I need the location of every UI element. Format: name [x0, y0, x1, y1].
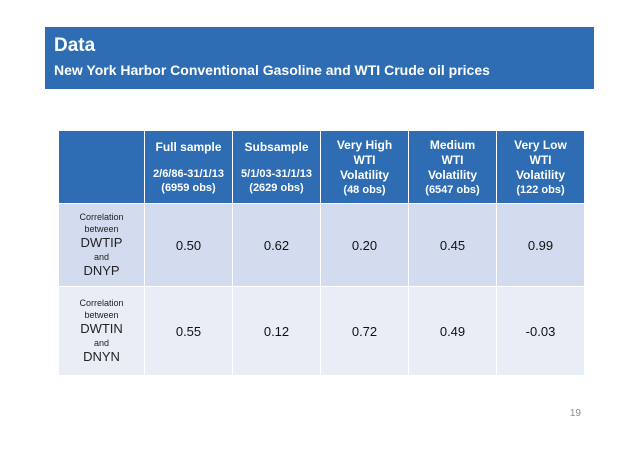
table-cell: 0.20 — [320, 203, 409, 287]
column-header-label: Very Low — [514, 137, 567, 152]
column-header-very-low-volatility: Very Low WTI Volatility (122 obs) — [496, 130, 585, 204]
row-label-variable: DNYN — [83, 349, 120, 364]
column-header-very-high-volatility: Very High WTI Volatility (48 obs) — [320, 130, 409, 204]
table-cell: 0.72 — [320, 286, 409, 376]
table-cell: 0.50 — [144, 203, 233, 287]
table-cell: 0.49 — [408, 286, 497, 376]
row-label-text: Correlation — [79, 212, 124, 222]
table-cell: -0.03 — [496, 286, 585, 376]
column-header-label: Volatility — [339, 167, 390, 182]
row-label-text: between — [84, 224, 119, 234]
column-header-label: Volatility — [515, 167, 566, 182]
row-label-text: Correlation — [79, 298, 124, 308]
column-header-label: Subsample — [244, 139, 309, 154]
column-header-label: WTI — [529, 152, 552, 167]
row-label-wtin-nyn: Correlation between DWTIN and DNYN — [58, 286, 145, 376]
table-cell: 0.99 — [496, 203, 585, 287]
table-cell: 0.55 — [144, 286, 233, 376]
column-header-period: 2/6/86-31/1/13 — [153, 167, 224, 180]
slide-subtitle: New York Harbor Conventional Gasoline an… — [54, 62, 490, 78]
column-header-subsample: Subsample 5/1/03-31/1/13 (2629 obs) — [232, 130, 321, 204]
page-number: 19 — [569, 408, 581, 419]
row-label-variable: DNYP — [83, 263, 120, 278]
column-header-obs: (6959 obs) — [161, 181, 216, 194]
table-cell: 0.12 — [232, 286, 321, 376]
table-corner-cell — [58, 130, 145, 204]
row-label-variable: DWTIP — [80, 235, 123, 250]
column-header-obs: (48 obs) — [343, 183, 386, 196]
column-header-obs: (2629 obs) — [249, 181, 304, 194]
table-row: Correlation between DWTIP and DNYP 0.50 … — [58, 203, 585, 287]
slide-header: Data New York Harbor Conventional Gasoli… — [45, 27, 594, 89]
table-cell: 0.62 — [232, 203, 321, 287]
column-header-label: WTI — [441, 152, 464, 167]
table-cell: 0.45 — [408, 203, 497, 287]
row-label-wtip-nyp: Correlation between DWTIP and DNYP — [58, 203, 145, 287]
column-header-period: 5/1/03-31/1/13 — [241, 167, 312, 180]
column-header-obs: (6547 obs) — [425, 183, 480, 196]
slide-title: Data — [54, 35, 96, 56]
row-label-text: between — [84, 310, 119, 320]
column-header-label: Volatility — [427, 167, 478, 182]
column-header-label: WTI — [353, 152, 376, 167]
column-header-label: Very High — [336, 137, 393, 152]
row-label-variable: DWTIN — [80, 321, 123, 336]
column-header-label: Full sample — [155, 139, 222, 154]
row-label-text: and — [93, 252, 110, 262]
row-label-text: and — [93, 338, 110, 348]
correlation-table: Full sample 2/6/86-31/1/13 (6959 obs) Su… — [58, 130, 585, 376]
column-header-medium-volatility: Medium WTI Volatility (6547 obs) — [408, 130, 497, 204]
column-header-obs: (122 obs) — [516, 183, 565, 196]
column-header-full-sample: Full sample 2/6/86-31/1/13 (6959 obs) — [144, 130, 233, 204]
table-header-row: Full sample 2/6/86-31/1/13 (6959 obs) Su… — [58, 130, 585, 204]
column-header-label: Medium — [429, 137, 476, 152]
table-row: Correlation between DWTIN and DNYN 0.55 … — [58, 286, 585, 376]
